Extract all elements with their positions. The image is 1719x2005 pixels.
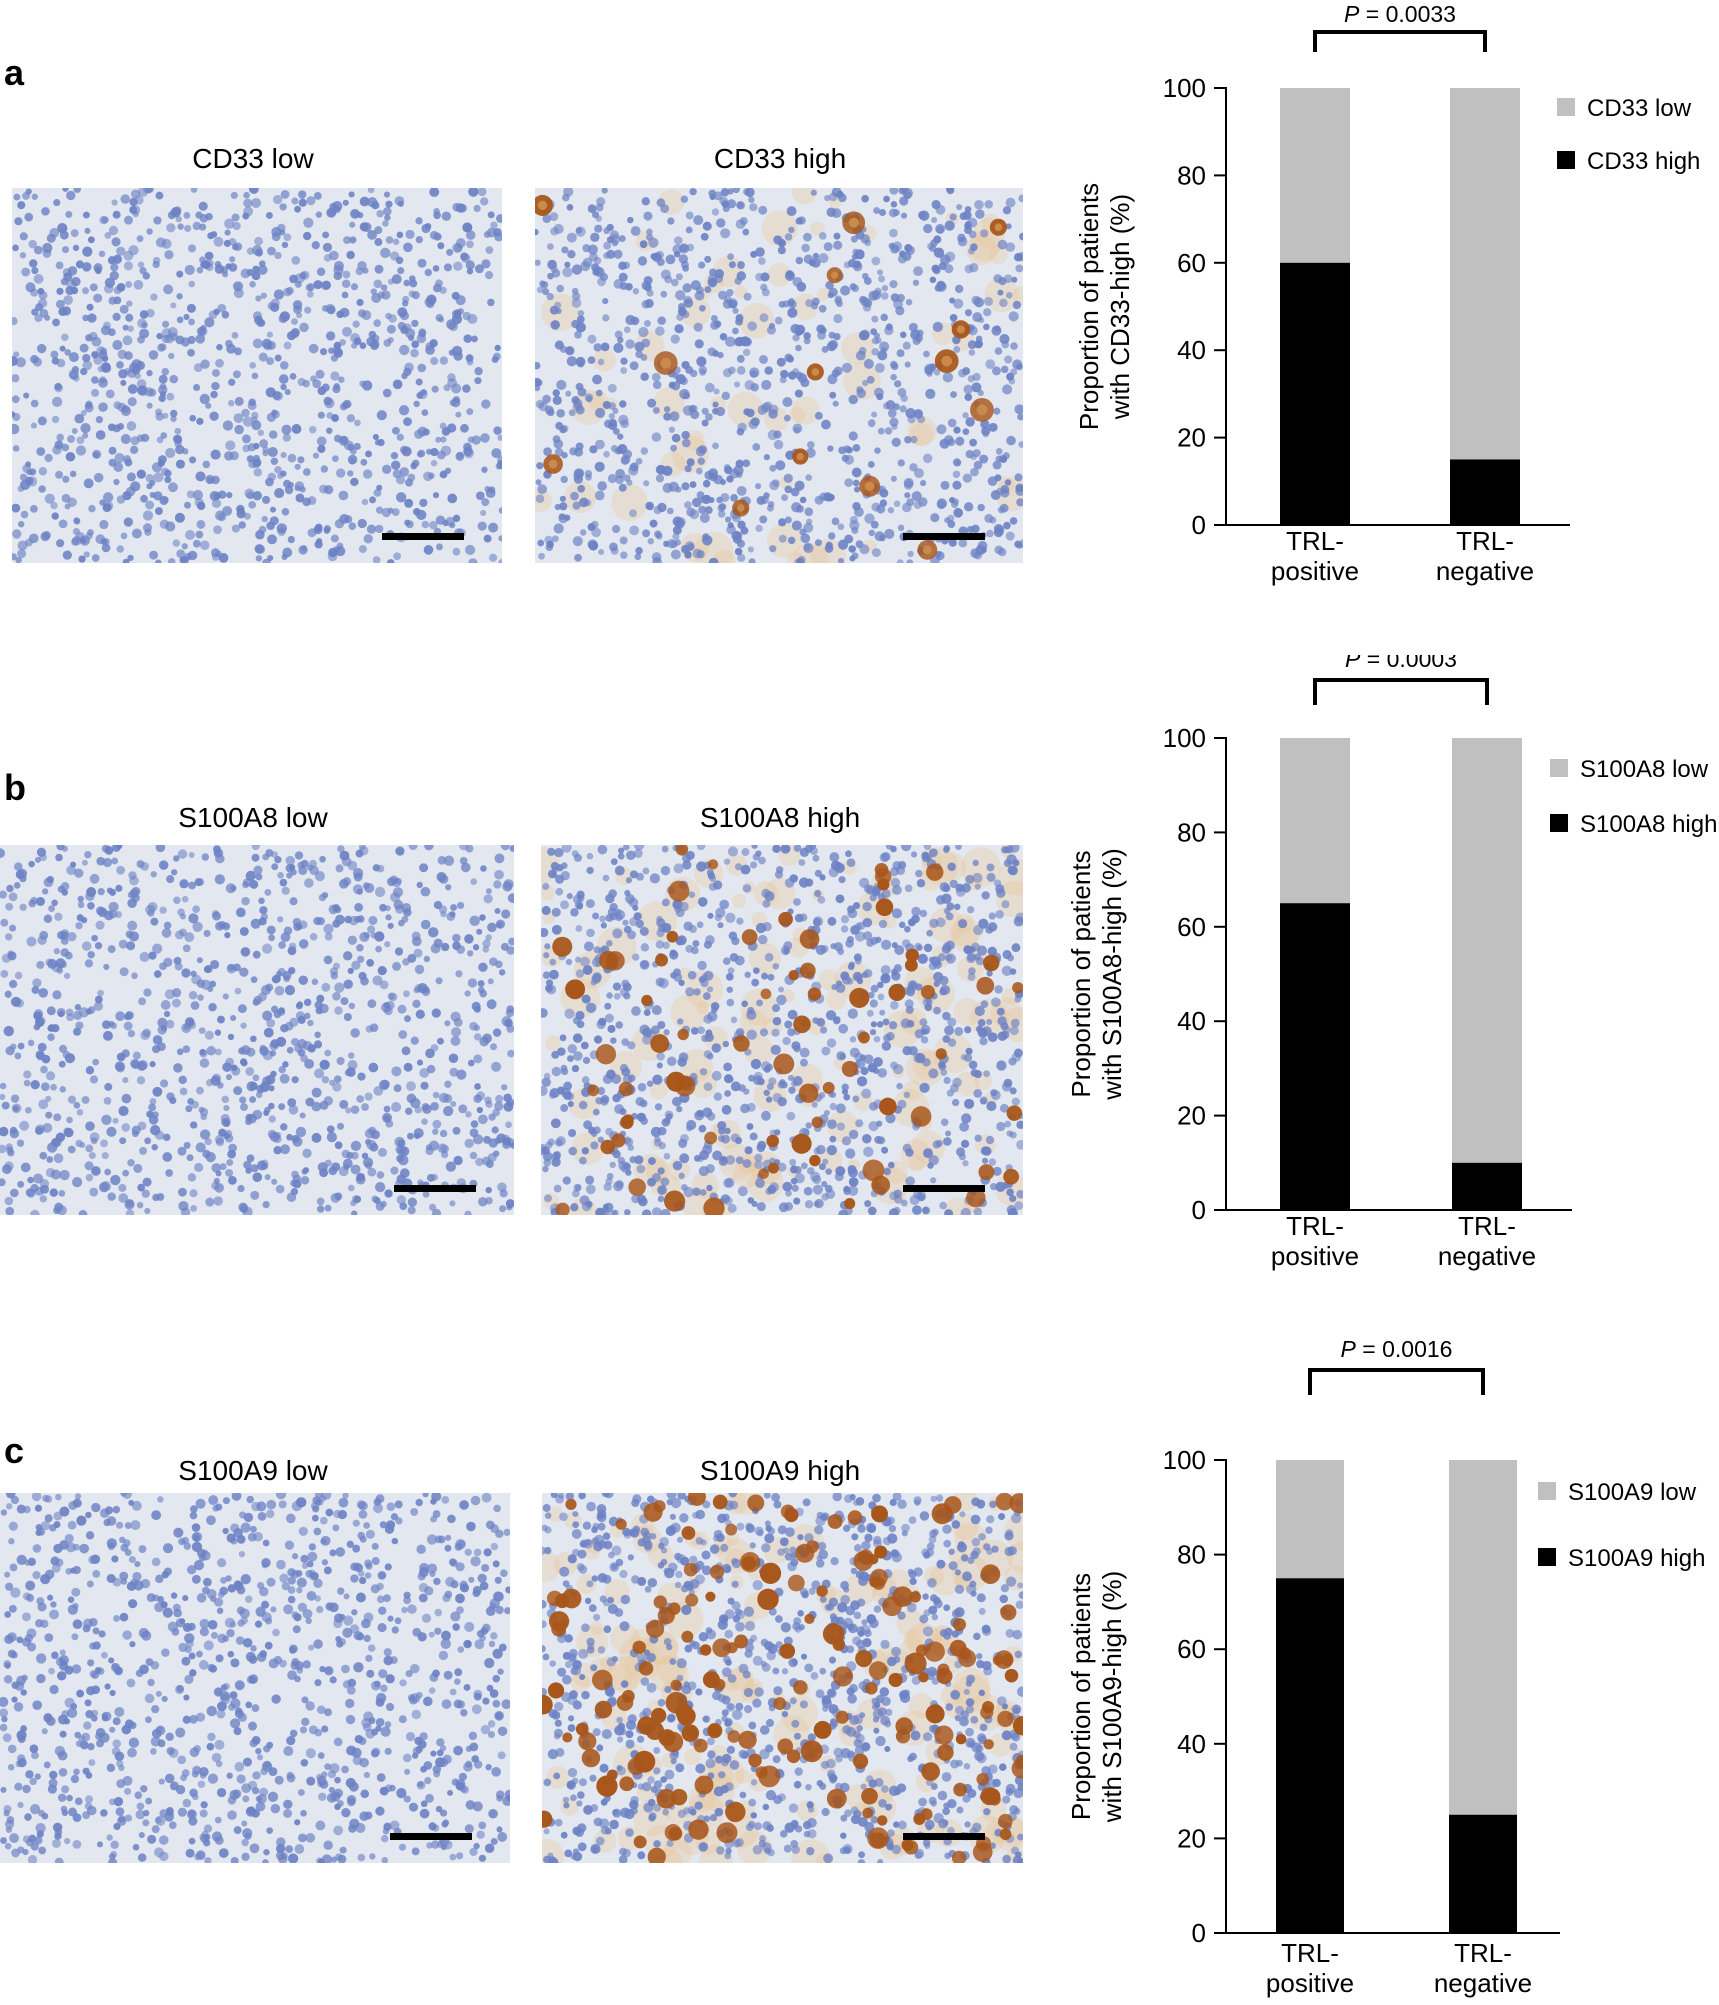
x-tick-label: positive bbox=[1266, 1968, 1354, 1998]
scale-bar bbox=[394, 1185, 476, 1192]
bar-segment-low bbox=[1276, 1460, 1344, 1579]
micrograph-high bbox=[541, 845, 1023, 1215]
y-axis-label: with S100A9-high (%) bbox=[1097, 1571, 1127, 1823]
bar-segment-low bbox=[1452, 738, 1522, 1163]
scale-bar bbox=[382, 533, 464, 540]
legend-label: S100A8 high bbox=[1580, 811, 1717, 838]
micrograph-low bbox=[12, 188, 502, 563]
x-tick-label: TRL- bbox=[1281, 1938, 1339, 1968]
y-tick-label: 80 bbox=[1177, 160, 1206, 190]
significance-bracket bbox=[1313, 678, 1489, 705]
micrograph-high-image bbox=[542, 1493, 1023, 1863]
bar-segment-low bbox=[1280, 88, 1350, 263]
legend-label: S100A9 high bbox=[1568, 1545, 1705, 1572]
y-tick-label: 40 bbox=[1177, 1729, 1206, 1759]
x-tick-label: TRL- bbox=[1458, 1211, 1516, 1241]
legend-swatch bbox=[1550, 814, 1568, 832]
y-tick-label: 0 bbox=[1192, 1195, 1206, 1225]
bar-segment-high bbox=[1452, 1162, 1522, 1210]
panel-c: c S100A9 low S100A9 high 0 20 40 60 80 100 Pro… bbox=[0, 1340, 1719, 2000]
y-tick-label: 20 bbox=[1177, 1823, 1206, 1853]
x-tick-label: positive bbox=[1271, 556, 1359, 586]
x-tick-label: TRL- bbox=[1454, 1938, 1512, 1968]
micrograph-low bbox=[0, 845, 514, 1215]
legend-label: CD33 low bbox=[1587, 95, 1692, 122]
legend-swatch bbox=[1557, 151, 1575, 169]
bar-segment-high bbox=[1280, 262, 1350, 525]
panel-a: a CD33 low CD33 high 0 20 40 60 80 100 Proport… bbox=[0, 0, 1719, 660]
micrograph-low-image bbox=[12, 188, 502, 563]
x-tick-label: negative bbox=[1436, 556, 1534, 586]
y-tick-label: 100 bbox=[1163, 73, 1206, 103]
bar-segment-low bbox=[1450, 88, 1520, 460]
y-tick-label: 20 bbox=[1177, 1101, 1206, 1131]
legend-label: S100A9 low bbox=[1568, 1479, 1697, 1506]
y-axis-label: Proportion of patients bbox=[1066, 1573, 1096, 1820]
micrograph-high bbox=[535, 188, 1023, 563]
image-title-high: CD33 high bbox=[713, 143, 847, 174]
y-axis-label: Proportion of patients bbox=[1074, 183, 1104, 430]
x-tick-label: negative bbox=[1434, 1968, 1532, 1998]
y-tick-label: 40 bbox=[1177, 1006, 1206, 1036]
y-tick-label: 20 bbox=[1177, 423, 1206, 453]
legend-swatch bbox=[1557, 98, 1575, 116]
image-title-high: S100A9 high bbox=[699, 1455, 861, 1486]
y-axis-label: with S100A8-high (%) bbox=[1097, 848, 1127, 1100]
p-value-label: P = 0.0003 bbox=[1345, 655, 1457, 672]
bar-segment-high bbox=[1449, 1814, 1517, 1933]
scale-bar bbox=[390, 1833, 472, 1840]
y-tick-label: 100 bbox=[1163, 1445, 1206, 1475]
bar-chart: 0 20 40 60 80 100 Proportion of patients with S… bbox=[1066, 655, 1717, 1271]
legend-swatch bbox=[1550, 759, 1568, 777]
significance-bracket bbox=[1308, 1368, 1485, 1395]
x-tick-label: TRL- bbox=[1286, 526, 1344, 556]
image-title-high: S100A8 high bbox=[699, 802, 861, 833]
bar-segment-high bbox=[1280, 903, 1350, 1210]
scale-bar bbox=[903, 1833, 985, 1840]
panel-label: c bbox=[4, 1430, 25, 1471]
legend-swatch bbox=[1538, 1548, 1556, 1566]
y-tick-label: 0 bbox=[1192, 510, 1206, 540]
y-tick-label: 80 bbox=[1177, 1540, 1206, 1570]
bar-chart: 0 20 40 60 80 100 Proportion of patients with C… bbox=[1074, 1, 1700, 586]
x-tick-label: TRL- bbox=[1456, 526, 1514, 556]
micrograph-high-image bbox=[541, 845, 1023, 1215]
micrograph-high bbox=[542, 1493, 1023, 1863]
micrograph-low-image bbox=[0, 845, 514, 1215]
y-tick-label: 100 bbox=[1163, 723, 1206, 753]
legend-label: CD33 high bbox=[1587, 148, 1700, 175]
micrograph-low-image bbox=[0, 1493, 510, 1863]
bar-segment-low bbox=[1280, 738, 1350, 904]
x-tick-label: positive bbox=[1271, 1241, 1359, 1271]
y-tick-label: 60 bbox=[1177, 248, 1206, 278]
image-title-low: S100A8 low bbox=[178, 802, 328, 833]
significance-bracket bbox=[1313, 30, 1487, 52]
y-tick-label: 60 bbox=[1177, 1634, 1206, 1664]
image-title-low: CD33 low bbox=[192, 143, 314, 174]
scale-bar bbox=[903, 533, 985, 540]
legend-swatch bbox=[1538, 1482, 1556, 1500]
y-axis-label: with CD33-high (%) bbox=[1105, 194, 1135, 420]
y-tick-label: 60 bbox=[1177, 912, 1206, 942]
panel-label: a bbox=[4, 52, 25, 93]
legend-label: S100A8 low bbox=[1580, 756, 1709, 783]
p-value-label: P = 0.0033 bbox=[1344, 1, 1456, 27]
panel-label: b bbox=[4, 767, 26, 808]
scale-bar bbox=[903, 1185, 985, 1192]
micrograph-low bbox=[0, 1493, 510, 1863]
image-title-low: S100A9 low bbox=[178, 1455, 328, 1486]
bar-segment-low bbox=[1449, 1460, 1517, 1815]
bar-chart: 0 20 40 60 80 100 Proportion of patients with S… bbox=[1066, 1340, 1705, 1998]
p-value-label: P = 0.0016 bbox=[1341, 1340, 1453, 1362]
panel-b: b S100A8 low S100A8 high 0 20 40 60 80 100 Pro… bbox=[0, 655, 1719, 1315]
y-axis-label: Proportion of patients bbox=[1066, 850, 1096, 1097]
x-tick-label: TRL- bbox=[1286, 1211, 1344, 1241]
y-tick-label: 40 bbox=[1177, 335, 1206, 365]
x-tick-label: negative bbox=[1438, 1241, 1536, 1271]
y-tick-label: 0 bbox=[1192, 1918, 1206, 1948]
bar-segment-high bbox=[1450, 459, 1520, 525]
micrograph-high-image bbox=[535, 188, 1023, 563]
y-tick-label: 80 bbox=[1177, 817, 1206, 847]
bar-segment-high bbox=[1276, 1578, 1344, 1933]
